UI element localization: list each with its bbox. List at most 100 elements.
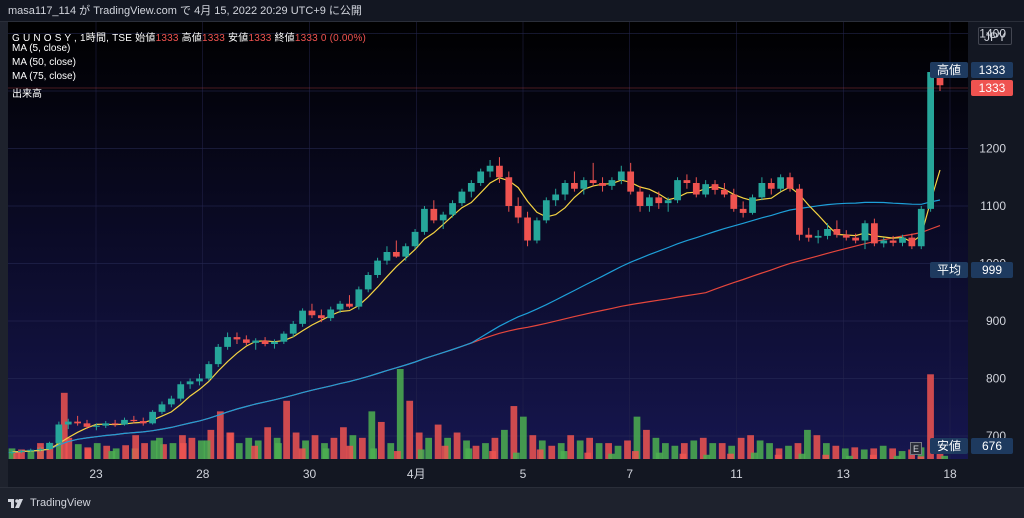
x-tick-label: 7 [626, 467, 633, 481]
candle-body [205, 364, 213, 379]
volume-bar [156, 437, 163, 459]
volume-bar [216, 411, 224, 459]
volume-bar [415, 432, 423, 459]
volume-bar [822, 454, 830, 459]
volume-bar [727, 453, 734, 459]
candle-body [17, 450, 25, 453]
candle-body [824, 229, 831, 236]
candle-body [880, 240, 888, 244]
candle-body [102, 423, 110, 426]
y-tick-label: 1100 [980, 199, 1006, 213]
volume-bar [662, 443, 669, 459]
volume-bar [709, 443, 717, 459]
volume-bar [441, 445, 449, 459]
volume-bar [703, 454, 711, 459]
candle-body [796, 188, 803, 235]
candle-body [64, 421, 72, 425]
x-tick-label: 4月 [407, 467, 426, 481]
volume-bar [453, 432, 461, 459]
volume-bar [283, 400, 290, 459]
y-tick-label: 1400 [979, 27, 1006, 41]
volume-bar [472, 445, 480, 459]
volume-bar [18, 449, 25, 459]
legend-close-value: 1333 [294, 33, 318, 44]
candle-body [777, 177, 785, 189]
candle-body [186, 381, 194, 385]
volume-bar [491, 437, 499, 459]
volume-bar [434, 424, 442, 459]
volume-bar [869, 454, 877, 459]
legend-ma5[interactable]: MA (5, close) [12, 43, 71, 54]
x-tick-label: 11 [730, 467, 743, 481]
candle-body [458, 191, 466, 204]
candle-body [8, 452, 16, 454]
candle-body [655, 197, 663, 204]
candle-body [196, 378, 203, 382]
volume-bar [519, 416, 527, 459]
volume-bar [567, 435, 575, 459]
volume-bar [756, 440, 764, 459]
candle-body [711, 184, 719, 190]
volume-bar [207, 429, 215, 459]
currency-label[interactable]: JPY [978, 27, 1012, 45]
volume-bar [595, 443, 603, 459]
volume-bar [227, 432, 235, 459]
volume-bar [785, 445, 792, 459]
candle-body [805, 234, 813, 238]
candle-body [252, 340, 260, 343]
volume-bar [311, 435, 319, 459]
legend-ma50[interactable]: MA (50, close) [12, 57, 76, 68]
candle-body [871, 223, 878, 244]
volume-bar [122, 445, 130, 459]
candle-body [421, 208, 428, 232]
volume-bar [737, 437, 745, 459]
candle-body [280, 333, 288, 342]
volume-bar [586, 437, 594, 459]
candle-body [477, 171, 485, 183]
candle-body [608, 180, 616, 186]
average-label-text: 平均 [930, 262, 968, 278]
earnings-event-marker[interactable]: E [910, 442, 922, 455]
volume-bar [536, 449, 544, 459]
volume-bar [652, 437, 660, 459]
candle-body [149, 411, 156, 424]
volume-bar [927, 374, 934, 459]
candle-body [383, 252, 391, 261]
volume-bar [150, 440, 158, 459]
candle-body [242, 339, 250, 343]
legend-symbol[interactable]: G U N O S Y , 1時間, TSE 始値1333 高値1333 安値1… [12, 29, 366, 44]
candlesticks [8, 68, 944, 455]
candle-body [899, 237, 906, 243]
candle-body [936, 72, 944, 86]
volume-bar [633, 416, 641, 459]
legend-volume[interactable]: 出来高 [12, 89, 42, 100]
volume-bar [103, 445, 111, 459]
plot-background [8, 22, 968, 459]
candle-body [505, 177, 513, 206]
price-chart[interactable]: 14001300120011001000900800700 2328304月57… [0, 22, 1024, 487]
candle-body [336, 303, 344, 310]
time-axis[interactable]: 23 28 30 4月 5 7 11 13 18 [89, 467, 957, 481]
volume-bar [624, 440, 631, 459]
volume-bar [898, 451, 906, 459]
candle-body [833, 229, 841, 235]
legend-low-value: 1333 [248, 33, 272, 44]
legend-ma75[interactable]: MA (75, close) [12, 71, 76, 82]
legend-close-label: 終値 [274, 33, 295, 44]
publish-line: masa117_114 が TradingView.com で 4月 15, 2… [8, 5, 362, 17]
candle-body [430, 208, 438, 221]
candle-body [889, 240, 897, 243]
volume-bar [346, 445, 354, 459]
y-tick-label: 800 [986, 372, 1006, 386]
candle-body [786, 177, 794, 189]
candle-body [346, 303, 353, 307]
volume-bar [510, 406, 518, 459]
candle-body [167, 398, 175, 405]
candle-body [327, 309, 335, 319]
volume-bar [251, 445, 259, 459]
candle-body [758, 183, 766, 198]
volume-bar [84, 448, 92, 459]
volume-bar [188, 437, 196, 459]
volume-bar [292, 432, 300, 459]
volume-bar [794, 443, 802, 459]
